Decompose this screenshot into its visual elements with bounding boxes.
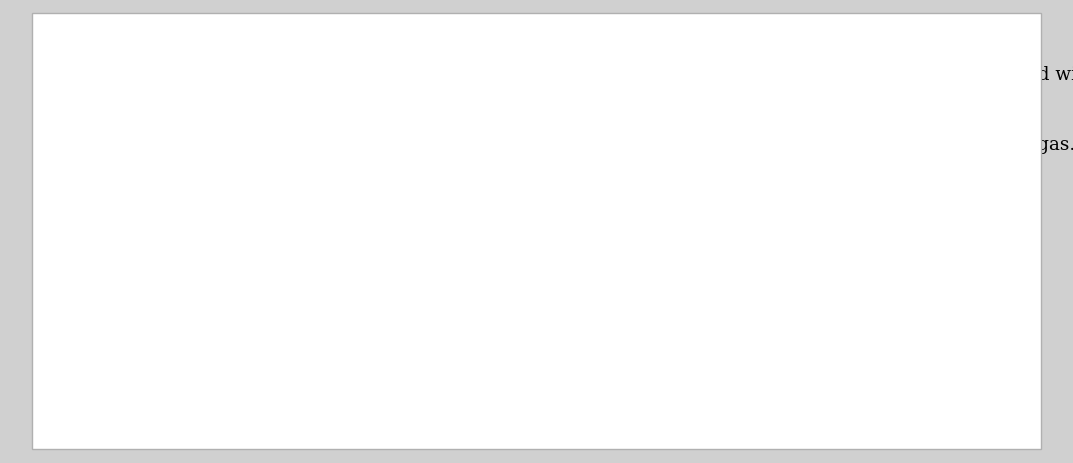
FancyBboxPatch shape [174, 257, 1005, 334]
Text: J: J [1013, 286, 1020, 305]
Text: A cylinder which is in a horizontal position contains an unknown noble gas at 42: A cylinder which is in a horizontal posi… [107, 66, 1073, 84]
Text: radius of 0.327 m, calculate the change in internal energy $\Delta U$ of the sys: radius of 0.327 m, calculate the change … [107, 201, 819, 223]
Text: The piston is slowly, isobarically moved inward 0.189 m, while 15900 J of heat i: The piston is slowly, isobarically moved… [107, 136, 1073, 154]
Text: $\Delta U$ =: $\Delta U$ = [107, 282, 161, 302]
